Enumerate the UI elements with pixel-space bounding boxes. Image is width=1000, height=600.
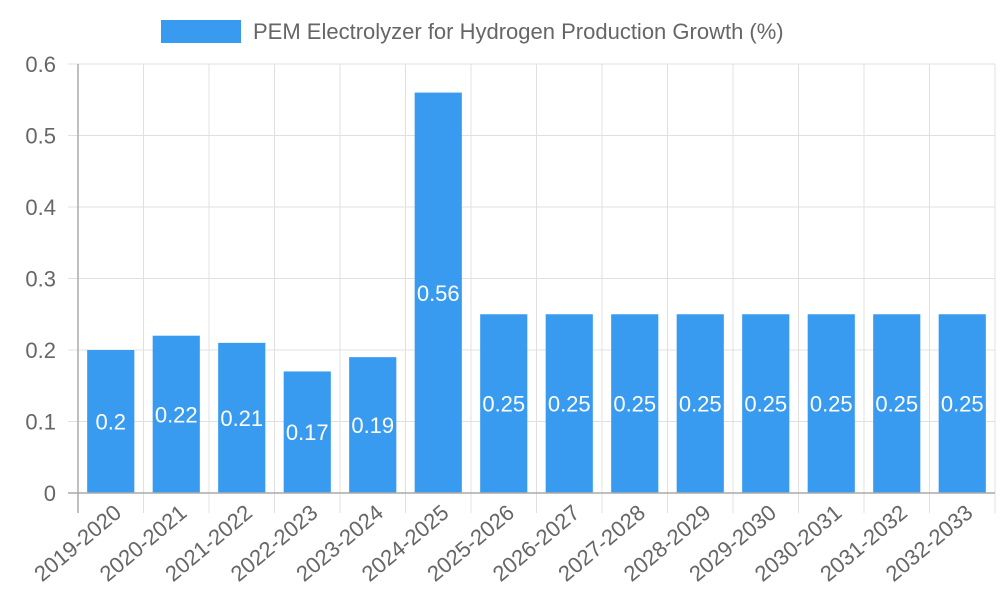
bar[interactable] bbox=[742, 314, 790, 493]
bar-value-label: 0.22 bbox=[155, 402, 198, 427]
bar[interactable] bbox=[283, 371, 331, 493]
bar-value-label: 0.25 bbox=[941, 392, 984, 417]
bar[interactable] bbox=[676, 314, 724, 493]
bar[interactable] bbox=[414, 92, 462, 493]
bar-value-label: 0.25 bbox=[810, 392, 853, 417]
bar-value-label: 0.25 bbox=[679, 392, 722, 417]
bar[interactable] bbox=[87, 350, 135, 493]
y-tick-label: 0.4 bbox=[25, 195, 56, 220]
bar[interactable] bbox=[938, 314, 986, 493]
bar-value-label: 0.56 bbox=[417, 281, 460, 306]
bar[interactable] bbox=[807, 314, 855, 493]
bar-value-label: 0.19 bbox=[351, 413, 394, 438]
gridlines bbox=[68, 63, 996, 513]
bar[interactable] bbox=[218, 342, 266, 493]
bar-value-label: 0.2 bbox=[95, 410, 126, 435]
bars: 0.2 0.22 0.21 0.17 0.19 0.56 0.25 0.25 0.25 0.25 0… bbox=[87, 92, 986, 493]
bar[interactable] bbox=[873, 314, 921, 493]
y-tick-label: 0.5 bbox=[25, 124, 56, 149]
y-tick-label: 0.1 bbox=[25, 410, 56, 435]
bar[interactable] bbox=[349, 357, 397, 493]
legend-label: PEM Electrolyzer for Hydrogen Production… bbox=[253, 19, 784, 44]
bar-value-label: 0.17 bbox=[286, 420, 329, 445]
y-tick-label: 0 bbox=[44, 481, 56, 506]
y-axis-labels: 0 0.1 0.2 0.3 0.4 0.5 0.6 bbox=[25, 52, 56, 506]
legend-swatch bbox=[161, 20, 241, 43]
bar-value-label: 0.25 bbox=[482, 392, 525, 417]
bar-value-label: 0.25 bbox=[875, 392, 918, 417]
y-tick-label: 0.6 bbox=[25, 52, 56, 77]
legend[interactable]: PEM Electrolyzer for Hydrogen Production… bbox=[161, 19, 784, 44]
y-tick-label: 0.2 bbox=[25, 338, 56, 363]
y-tick-label: 0.3 bbox=[25, 267, 56, 292]
bar-value-label: 0.25 bbox=[613, 392, 656, 417]
axes bbox=[68, 64, 995, 513]
bar[interactable] bbox=[152, 335, 200, 493]
bar[interactable] bbox=[611, 314, 659, 493]
bar-value-label: 0.25 bbox=[548, 392, 591, 417]
x-axis-labels: 2019-20202020-20212021-20222022-20232023… bbox=[29, 500, 977, 587]
bar-value-label: 0.25 bbox=[744, 392, 787, 417]
bar[interactable] bbox=[545, 314, 593, 493]
bar-value-label: 0.21 bbox=[220, 406, 263, 431]
bar[interactable] bbox=[480, 314, 528, 493]
